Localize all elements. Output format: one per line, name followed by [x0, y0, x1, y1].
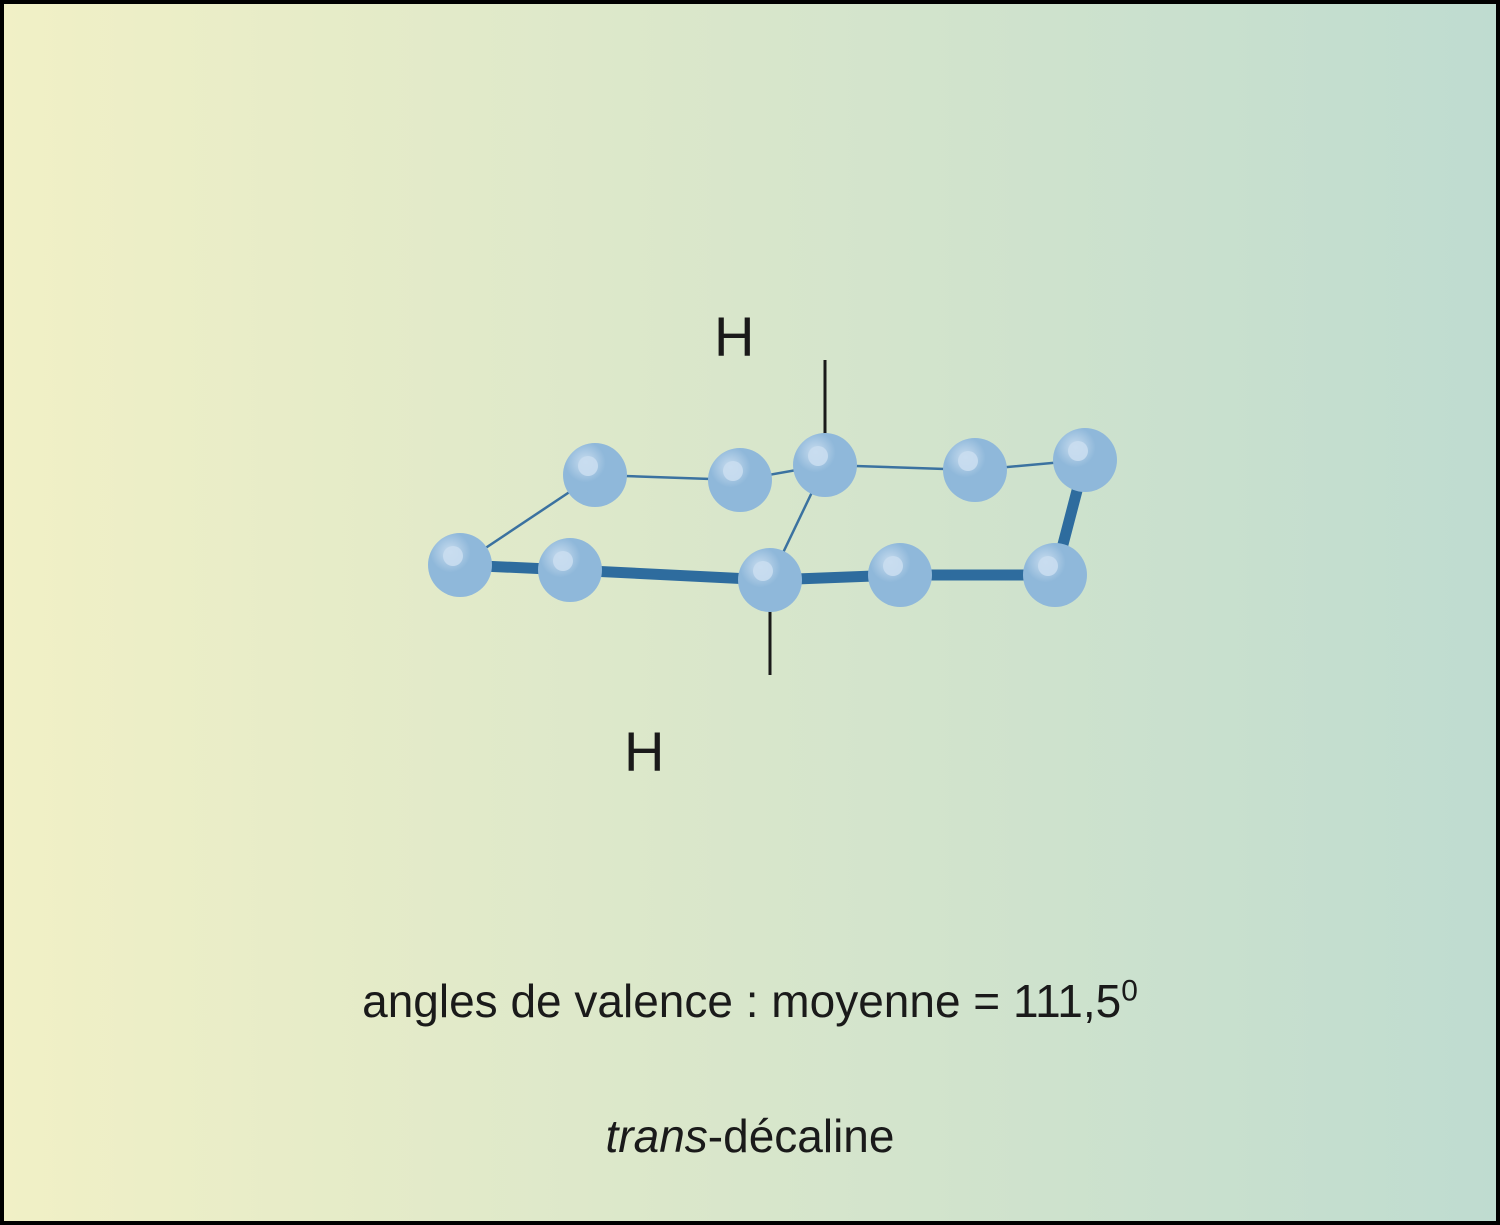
name-rest-part: -décaline: [708, 1110, 895, 1162]
molecule-diagram: [370, 305, 1130, 725]
hydrogen-label-bottom: H: [624, 719, 664, 784]
valence-angle-text: angles de valence : moyenne = 111,50: [362, 974, 1138, 1028]
name-italic-part: trans: [606, 1110, 708, 1162]
valence-unit: 0: [1121, 975, 1138, 1008]
valence-value: 111,5: [1013, 975, 1121, 1027]
valence-prefix: angles de valence : moyenne =: [362, 975, 1013, 1027]
figure-frame: H H angles de valence : moyenne = 111,50…: [0, 0, 1500, 1225]
molecule-name: trans-décaline: [606, 1109, 895, 1163]
content-layer: H H angles de valence : moyenne = 111,50…: [4, 4, 1496, 1221]
